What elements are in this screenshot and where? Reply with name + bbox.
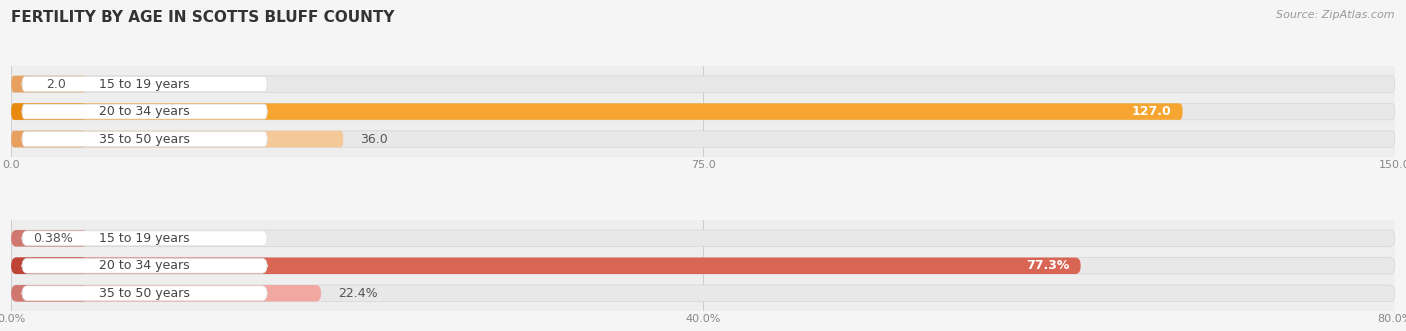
Text: Source: ZipAtlas.com: Source: ZipAtlas.com bbox=[1277, 10, 1395, 20]
FancyBboxPatch shape bbox=[22, 259, 267, 273]
FancyBboxPatch shape bbox=[11, 230, 89, 247]
FancyBboxPatch shape bbox=[11, 230, 1395, 247]
Text: 35 to 50 years: 35 to 50 years bbox=[100, 287, 190, 300]
FancyBboxPatch shape bbox=[11, 103, 86, 120]
Text: 2.0: 2.0 bbox=[46, 77, 66, 91]
FancyBboxPatch shape bbox=[11, 103, 1182, 120]
Text: 20 to 34 years: 20 to 34 years bbox=[100, 105, 190, 118]
FancyBboxPatch shape bbox=[11, 131, 343, 147]
FancyBboxPatch shape bbox=[11, 76, 30, 92]
FancyBboxPatch shape bbox=[11, 131, 1395, 147]
FancyBboxPatch shape bbox=[11, 285, 1395, 302]
FancyBboxPatch shape bbox=[11, 131, 86, 147]
Text: FERTILITY BY AGE IN SCOTTS BLUFF COUNTY: FERTILITY BY AGE IN SCOTTS BLUFF COUNTY bbox=[11, 10, 395, 25]
FancyBboxPatch shape bbox=[22, 231, 267, 246]
FancyBboxPatch shape bbox=[22, 286, 267, 301]
FancyBboxPatch shape bbox=[11, 258, 1081, 274]
Text: 15 to 19 years: 15 to 19 years bbox=[100, 77, 190, 91]
FancyBboxPatch shape bbox=[11, 230, 22, 247]
Text: 20 to 34 years: 20 to 34 years bbox=[100, 259, 190, 272]
FancyBboxPatch shape bbox=[11, 285, 321, 302]
FancyBboxPatch shape bbox=[22, 77, 267, 91]
Text: 22.4%: 22.4% bbox=[337, 287, 377, 300]
Text: 36.0: 36.0 bbox=[360, 132, 388, 146]
Text: 0.38%: 0.38% bbox=[34, 232, 73, 245]
FancyBboxPatch shape bbox=[11, 103, 1395, 120]
FancyBboxPatch shape bbox=[11, 285, 89, 302]
FancyBboxPatch shape bbox=[11, 76, 86, 92]
Text: 15 to 19 years: 15 to 19 years bbox=[100, 232, 190, 245]
Text: 35 to 50 years: 35 to 50 years bbox=[100, 132, 190, 146]
FancyBboxPatch shape bbox=[11, 258, 1395, 274]
Text: 127.0: 127.0 bbox=[1132, 105, 1171, 118]
Text: 77.3%: 77.3% bbox=[1026, 259, 1070, 272]
FancyBboxPatch shape bbox=[11, 76, 1395, 92]
FancyBboxPatch shape bbox=[22, 132, 267, 147]
FancyBboxPatch shape bbox=[22, 104, 267, 119]
FancyBboxPatch shape bbox=[11, 258, 89, 274]
